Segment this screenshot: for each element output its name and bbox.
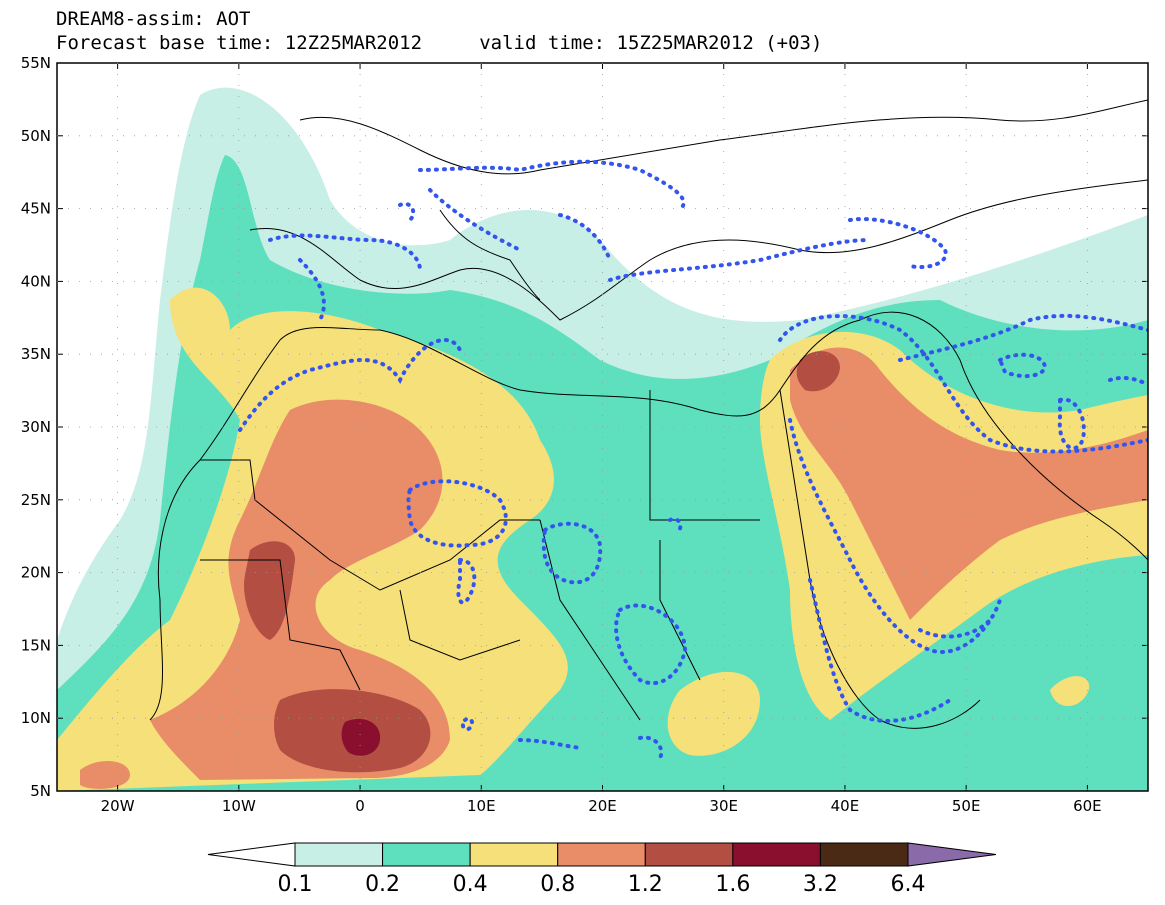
lat-tick-label: 10N	[21, 709, 51, 727]
aot-band-0.8	[150, 399, 450, 780]
lat-tick-label: 20N	[21, 564, 51, 582]
forecast-time-subtitle: Forecast base time: 12Z25MAR2012 valid t…	[56, 32, 823, 54]
lat-tick-label: 45N	[21, 200, 51, 218]
aot-band-0.8-arabia	[790, 347, 1148, 620]
colorbar-high-arrow	[907, 842, 997, 867]
lat-tick-label: 25N	[21, 491, 51, 509]
colorbar-segment	[644, 842, 734, 867]
lon-tick-label: 10W	[222, 797, 256, 815]
aot-band-1.6	[341, 718, 381, 756]
colorbar-segment	[819, 842, 909, 867]
colorbar-segment	[469, 842, 559, 867]
colorbar-label: 1.6	[715, 872, 750, 897]
aot-band-0.4-arabian-sea	[1050, 676, 1090, 706]
colorbar-low-arrow	[207, 842, 296, 867]
lon-tick-label: 60E	[1073, 797, 1102, 815]
colorbar-label: 0.4	[453, 872, 488, 897]
colorbar-segment	[732, 842, 821, 867]
latitude-axis: 55N 50N 45N 40N 35N 30N 25N 20N 15N 10N 5N	[21, 54, 1148, 800]
lat-tick-label: 30N	[21, 418, 51, 436]
map-title: DREAM8-assim: AOT	[56, 8, 251, 30]
lon-tick-label: 0	[355, 797, 365, 815]
lat-tick-label: 50N	[21, 127, 51, 145]
colorbar-label: 1.2	[628, 872, 663, 897]
lon-tick-label: 50E	[952, 797, 981, 815]
aot-colorbar: 0.1 0.2 0.4 0.8 1.2 1.6 3.2 6.4	[207, 842, 997, 897]
coastlines	[149, 99, 1148, 729]
lon-tick-label: 20E	[588, 797, 617, 815]
colorbar-segment	[382, 842, 471, 867]
colorbar-label: 6.4	[891, 872, 926, 897]
lon-tick-label: 10E	[467, 797, 496, 815]
lat-tick-label: 5N	[30, 782, 51, 800]
aot-band-1.2-levant	[796, 351, 840, 392]
lat-tick-label: 15N	[21, 636, 51, 654]
longitude-axis: 20W 10W 0 10E 20E 30E 40E 50E 60E	[101, 63, 1102, 815]
colorbar-label: 0.1	[278, 872, 313, 897]
aot-contour-dots	[238, 159, 1148, 760]
lon-tick-label: 40E	[831, 797, 860, 815]
colorbar-segment	[557, 842, 646, 867]
aot-band-1.2	[244, 541, 295, 640]
colorbar-label: 3.2	[803, 872, 838, 897]
lon-tick-label: 30E	[709, 797, 738, 815]
lat-tick-label: 40N	[21, 272, 51, 290]
colorbar-segment	[294, 842, 384, 867]
colorbar-label: 0.2	[365, 872, 400, 897]
aot-band-0.4-africa-east	[667, 671, 760, 756]
lat-tick-label: 55N	[21, 54, 51, 72]
lon-tick-label: 20W	[101, 797, 135, 815]
lat-tick-label: 35N	[21, 345, 51, 363]
colorbar-label: 0.8	[540, 872, 575, 897]
